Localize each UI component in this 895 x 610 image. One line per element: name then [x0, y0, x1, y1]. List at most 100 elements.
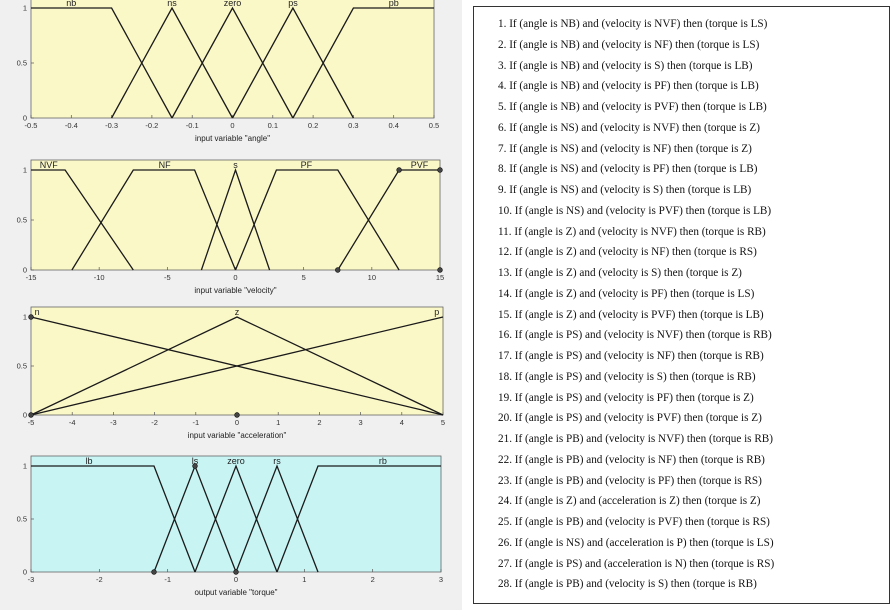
- membership-function-plots: 0 0.5 1 -0.5 -0.4 -0.3 -0.2 -0.1 0 0.1 0.2 0.3 0.4 0.…: [0, 0, 462, 610]
- acceleration-plot-panel: 0 0.5 1 -5 -4 -3 -2 -1 0 1 2 3 4 5 n z p input variable "…: [0, 300, 462, 445]
- torque-mf-lb-label: lb: [86, 456, 93, 466]
- torque-mf-rs-curve: [235, 464, 319, 573]
- acceleration-membership-plot: 0 0.5 1 -5 -4 -3 -2 -1 0 1 2 3 4 5 n z p input variable "…: [17, 306, 445, 440]
- torque-mf-lb-curve: [31, 465, 196, 573]
- acceleration-mf-p-label: p: [434, 307, 439, 317]
- velocity-mf-s-label: s: [233, 160, 238, 170]
- velocity-ytick-label: 0: [23, 266, 27, 275]
- angle-mf-nb-label: nb: [66, 0, 76, 8]
- velocity-plot-area: [30, 159, 441, 271]
- acceleration-mf-z-curve: [30, 316, 444, 416]
- rule-item-18: 18. If (angle is PS) and (velocity is S)…: [498, 370, 756, 383]
- velocity-axis-label: input variable "velocity": [194, 286, 276, 295]
- rule-item-16: 16. If (angle is PS) and (velocity is NV…: [498, 329, 772, 342]
- acceleration-axis-label: input variable "acceleration": [188, 431, 287, 440]
- angle-xtick-label: -0.2: [145, 121, 158, 130]
- angle-plot-panel: 0 0.5 1 -0.5 -0.4 -0.3 -0.2 -0.1 0 0.1 0.2 0.3 0.4 0.…: [0, 0, 462, 150]
- angle-ytick-label: 1: [23, 4, 27, 13]
- rule-item-3: 3. If (angle is NB) and (velocity is S) …: [498, 59, 753, 72]
- torque-xtick-label: 1: [302, 575, 306, 584]
- rule-item-28: 28. If (angle is PB) and (velocity is S)…: [498, 578, 757, 591]
- torque-xtick-label: -3: [28, 575, 35, 584]
- acceleration-mf-z-label: z: [235, 307, 240, 317]
- acceleration-point-marker: [234, 412, 240, 418]
- acceleration-plot-area: [30, 306, 444, 416]
- rule-item-7: 7. If (angle is NS) and (velocity is NF)…: [498, 142, 752, 155]
- velocity-mf-nf-label: NF: [159, 160, 171, 170]
- angle-membership-plot: 0 0.5 1 -0.5 -0.4 -0.3 -0.2 -0.1 0 0.1 0.2 0.3 0.4 0.…: [17, 0, 439, 143]
- angle-mf-nb-curve: [31, 7, 173, 119]
- velocity-point-marker: [437, 267, 443, 273]
- rule-item-24: 24. If (angle is Z) and (acceleration is…: [498, 495, 761, 508]
- torque-mf-zero-label: zero: [227, 456, 245, 466]
- acceleration-ytick-label: 0.5: [17, 362, 27, 371]
- velocity-xtick-label: -10: [94, 273, 105, 282]
- torque-xtick-label: 0: [234, 575, 238, 584]
- torque-ytick-label: 1: [23, 462, 27, 471]
- rule-item-19: 19. If (angle is PS) and (velocity is PF…: [498, 391, 754, 404]
- angle-axis-label: input variable "angle": [195, 134, 270, 143]
- velocity-xtick-label: 0: [233, 273, 237, 282]
- angle-ytick-label: 0: [23, 114, 27, 123]
- angle-xtick-label: 0.2: [308, 121, 318, 130]
- acceleration-point-marker: [28, 412, 34, 418]
- angle-xtick-label: 0: [230, 121, 234, 130]
- acceleration-xtick-label: -1: [192, 418, 199, 427]
- angle-mf-zero-curve: [171, 6, 294, 119]
- torque-xtick-label: 2: [371, 575, 375, 584]
- rule-item-6: 6. If (angle is NS) and (velocity is NVF…: [498, 121, 760, 134]
- acceleration-xtick-label: 2: [317, 418, 321, 427]
- velocity-xtick-label: -5: [164, 273, 171, 282]
- rule-item-27: 27. If (angle is PS) and (acceleration i…: [498, 557, 775, 570]
- torque-mf-rb-curve: [276, 465, 441, 573]
- rule-item-10: 10. If (angle is NS) and (velocity is PV…: [498, 204, 772, 217]
- acceleration-ytick-label: 1: [23, 313, 27, 322]
- torque-xtick-label: -1: [164, 575, 171, 584]
- rule-item-9: 9. If (angle is NS) and (velocity is S) …: [498, 184, 752, 196]
- velocity-point-marker: [335, 267, 341, 273]
- rule-item-26: 26. If (angle is NS) and (acceleration i…: [498, 536, 774, 549]
- torque-point-marker: [192, 463, 198, 469]
- velocity-ytick-label: 1: [23, 166, 27, 175]
- angle-xtick-label: -0.4: [65, 121, 78, 130]
- rule-item-4: 4. If (angle is NB) and (velocity is PF)…: [498, 80, 759, 93]
- angle-mf-zero-label: zero: [224, 0, 242, 8]
- torque-axis-label: output variable "torque": [194, 588, 277, 597]
- rule-item-11: 11. If (angle is Z) and (velocity is NVF…: [498, 225, 766, 238]
- acceleration-mf-p-curve: [30, 316, 444, 416]
- angle-xtick-label: 0.3: [348, 121, 358, 130]
- rule-item-8: 8. If (angle is NS) and (velocity is PF)…: [498, 163, 758, 176]
- acceleration-xtick-label: 1: [276, 418, 280, 427]
- acceleration-xtick-label: -2: [151, 418, 158, 427]
- angle-xtick-label: 0.1: [268, 121, 278, 130]
- acceleration-point-marker: [28, 314, 34, 320]
- velocity-mf-s-curve: [200, 167, 271, 271]
- torque-mf-rb-label: rb: [379, 456, 387, 466]
- angle-xtick-label: -0.1: [186, 121, 199, 130]
- angle-xtick-label: -0.3: [105, 121, 118, 130]
- rule-item-23: 23. If (angle is PB) and (velocity is PF…: [498, 474, 762, 487]
- velocity-xtick-label: 10: [368, 273, 376, 282]
- torque-mf-ls-label: ls: [192, 456, 199, 466]
- torque-xtick-label: -2: [96, 575, 103, 584]
- rule-item-1: 1. If (angle is NB) and (velocity is NVF…: [498, 18, 768, 30]
- velocity-ytick-label: 0.5: [17, 216, 27, 225]
- angle-xtick-label: -0.5: [25, 121, 38, 130]
- angle-mf-pb-label: pb: [389, 0, 399, 8]
- velocity-mf-nf-curve: [71, 169, 237, 271]
- acceleration-xtick-label: 3: [359, 418, 363, 427]
- velocity-xtick-label: -15: [26, 273, 37, 282]
- fuzzy-rule-list-box: 1. If (angle is NB) and (velocity is NVF…: [473, 6, 890, 604]
- velocity-mf-pf-label: PF: [301, 160, 313, 170]
- torque-plot-panel: 0 0.5 1 -3 -2 -1 0 1 2 3 lb ls zero rs rb output variab…: [0, 445, 462, 610]
- angle-plot-area: [30, 0, 435, 119]
- rule-item-5: 5. If (angle is NB) and (velocity is PVF…: [498, 101, 767, 113]
- torque-ytick-label: 0.5: [17, 515, 27, 524]
- torque-point-marker: [151, 569, 157, 575]
- torque-point-marker: [233, 569, 239, 575]
- angle-mf-ps-label: ps: [288, 0, 298, 8]
- angle-mf-ns-curve: [111, 6, 234, 119]
- velocity-point-marker: [437, 167, 443, 173]
- torque-membership-plot: 0 0.5 1 -3 -2 -1 0 1 2 3 lb ls zero rs rb output variab…: [17, 455, 443, 597]
- rule-item-21: 21. If (angle is PB) and (velocity is NV…: [498, 433, 773, 445]
